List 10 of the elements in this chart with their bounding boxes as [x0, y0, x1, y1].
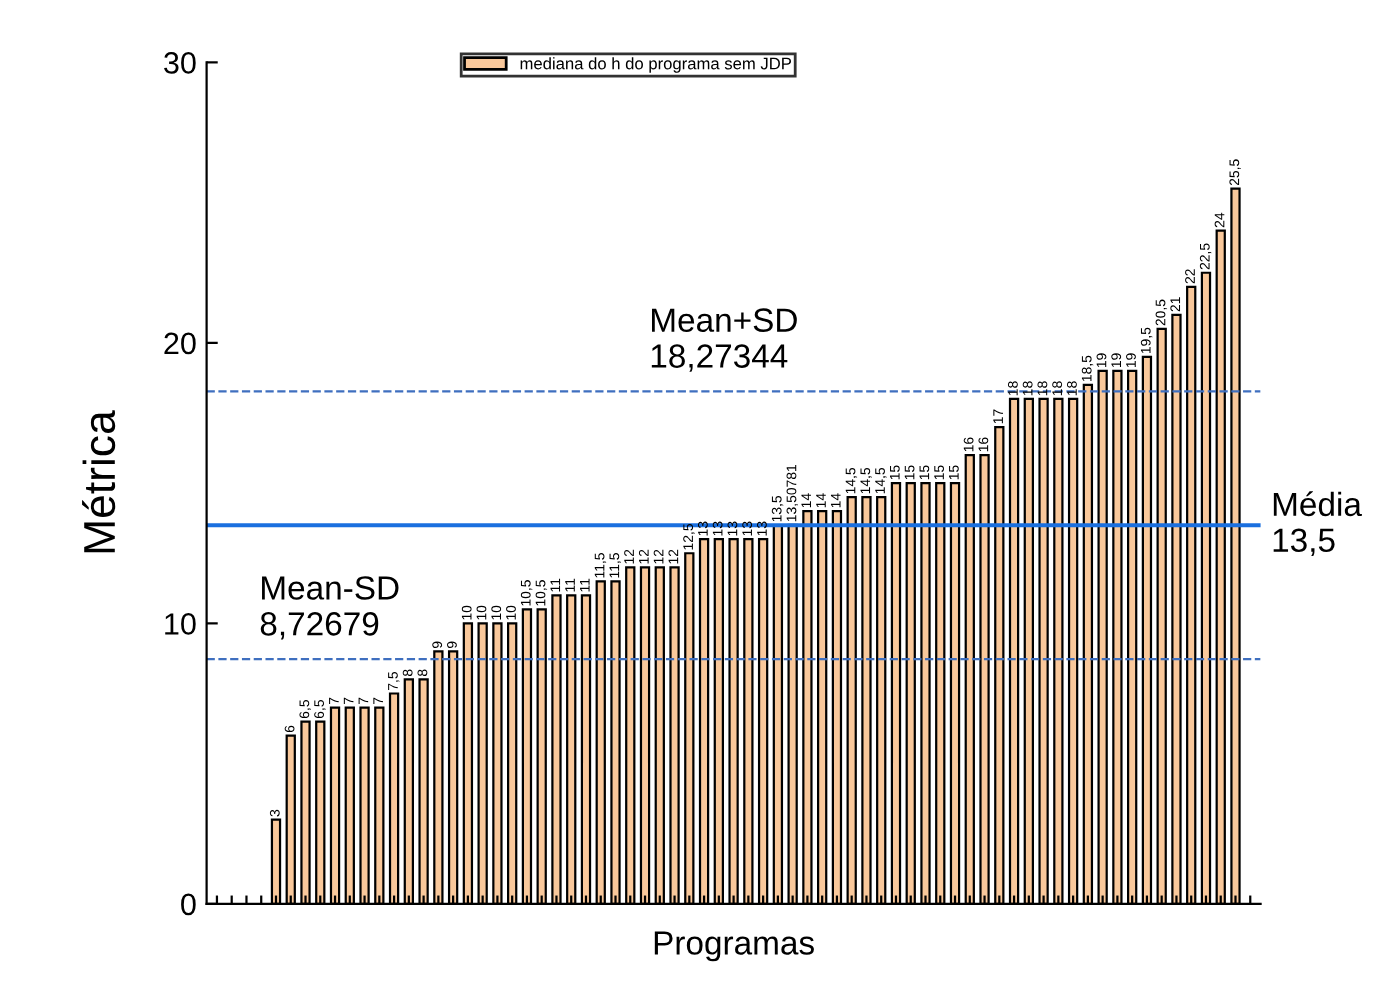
y-axis-title: Métrica — [82, 410, 116, 553]
ref-line-label: Mean-SD 8,72679 — [260, 576, 399, 640]
y-tick-label: 10 — [165, 613, 196, 635]
x-axis-title: Programas — [654, 931, 814, 962]
ref-line-label: Média 13,5 — [1273, 491, 1362, 557]
y-tick-label: 0 — [181, 893, 196, 916]
y-tick-label: 20 — [164, 332, 196, 355]
ref-line-label: Mean+SD 18,27344 — [651, 308, 797, 372]
y-tick-label: 30 — [164, 52, 196, 74]
legend-label: mediana do h do programa sem JDP — [520, 57, 792, 73]
